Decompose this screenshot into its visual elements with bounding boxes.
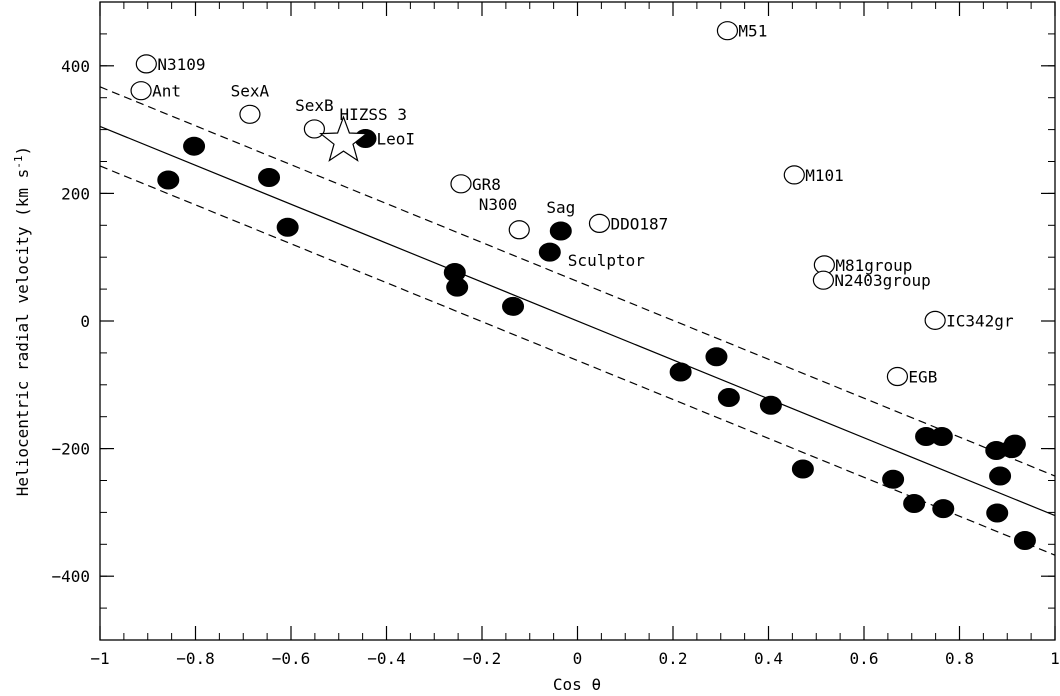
label-ic342gr: IC342gr [946,311,1014,330]
open-point [812,270,835,290]
y-axis-title: Heliocentric radial velocity (km s-1) [12,146,33,496]
x-tick-label: −1 [90,649,109,668]
filled-point [932,499,955,519]
y-tick-label: −400 [51,567,90,586]
label-ddo187: DDO187 [610,214,668,233]
x-axis-title: Cos θ [553,675,601,694]
filled-point [989,466,1012,486]
label-n300: N300 [479,195,518,214]
open-point [508,220,530,240]
label-m51: M51 [738,22,767,41]
label-ant: Ant [152,82,181,101]
filled-point [717,388,740,408]
filled-point [258,167,281,187]
fit-lines [99,86,1056,556]
filled-point [183,136,206,156]
y-axis-title-close: ) [13,146,32,156]
filled-point [1013,530,1036,550]
x-tick-label: 0 [573,649,583,668]
x-tick-label: −0.8 [176,649,215,668]
open-point [716,21,739,41]
x-tick-label: 0.6 [850,649,879,668]
y-tick-label: 200 [61,184,90,203]
envelope-line-lower [99,165,1056,556]
label-gr8: GR8 [472,175,501,194]
filled-point [1003,434,1026,454]
label-sculptor: Sculptor [568,251,645,270]
open-point [135,54,157,74]
x-tick-label: 0.2 [659,649,688,668]
filled-point [759,395,782,415]
fit-line [99,125,1056,517]
open-point [303,119,325,139]
y-tick-label: 0 [80,312,90,331]
filled-point [903,493,926,513]
open-point [588,213,611,233]
filled-point [157,170,180,190]
y-tick-label: 400 [61,57,90,76]
label-hizss-3: HIZSS 3 [340,105,407,124]
label-n2403group: N2403group [834,271,930,290]
label-m81group: M81group [835,256,912,275]
x-tick-label: −0.6 [272,649,311,668]
label-m101: M101 [805,166,844,185]
open-point [239,104,261,124]
filled-point [538,242,561,262]
star-point [319,115,369,162]
label-sag: Sag [546,198,575,217]
x-tick-label: −0.4 [367,649,406,668]
label-egb: EGB [908,368,937,387]
x-tick-label: 0.8 [945,649,974,668]
y-axis-title-main: Heliocentric radial velocity (km s [13,169,32,497]
y-axis-title-exponent: -1 [12,155,25,168]
label-leoi: LeoI [376,130,415,149]
open-point [886,366,909,387]
envelope-line-upper [99,86,1056,477]
filled-point [502,296,525,316]
filled-point [276,217,299,237]
open-point [783,165,805,185]
label-sexa: SexA [231,81,270,100]
filled-point [930,426,953,446]
x-tick-label: −0.2 [463,649,502,668]
open-point [450,174,472,194]
data-points [130,21,1036,550]
axis-ticks: −1 −0.8 −0.6 −0.4 −0.2 0 0.2 0.4 0.6 0.8 1 −400 −200… [51,1,1060,668]
svg-text:Heliocentric radial velocity (: Heliocentric radial velocity (km s-1) [12,146,33,496]
label-sexb: SexB [295,96,334,115]
filled-point [882,469,905,489]
x-tick-label: 1 [1050,649,1060,668]
filled-point [986,503,1009,523]
filled-point [705,347,728,367]
filled-point [549,221,572,241]
label-n3109: N3109 [157,55,205,74]
filled-point [669,362,692,382]
open-point [924,310,946,330]
filled-point [791,459,814,479]
open-point [130,81,152,101]
y-tick-label: −200 [51,440,90,459]
x-tick-label: 0.4 [754,649,783,668]
filled-point [446,277,469,297]
